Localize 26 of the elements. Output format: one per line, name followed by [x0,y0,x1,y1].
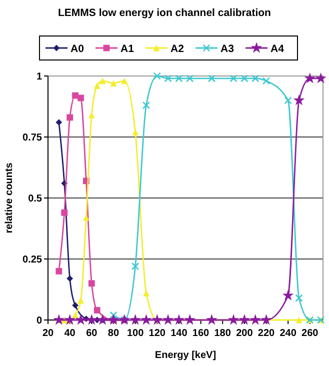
y-tick-label: 0.5 [28,194,42,204]
legend-label: A2 [170,43,184,55]
legend-label: A1 [120,43,134,55]
y-tick-label: 0.75 [22,132,42,144]
legend-label: A0 [70,43,84,55]
y-tick-label: 1 [36,72,42,82]
y-axis-title: relative counts [4,162,15,234]
x-tick-label: 260 [302,328,319,339]
x-tick-label: 220 [258,328,276,339]
x-tick-label: 240 [280,328,297,339]
legend-label: A3 [220,43,234,55]
x-tick-label: 20 [42,328,54,339]
x-tick-label: 140 [170,328,188,339]
x-tick-label: 40 [64,328,76,339]
x-tick-label: 80 [108,328,120,339]
chart-title: LEMMS low energy ion channel calibration [58,7,271,19]
x-axis-title: Energy [keV] [154,350,216,361]
x-tick-label: 120 [148,328,166,339]
legend-label: A4 [270,43,284,55]
x-tick-label: 200 [236,328,254,339]
x-tick-label: 160 [192,328,210,339]
x-tick-label: 180 [214,328,232,339]
x-tick-label: 60 [86,328,98,339]
x-tick-label: 100 [126,328,144,339]
y-tick-label: 0.25 [22,254,42,266]
y-tick-label: 0 [36,316,42,326]
